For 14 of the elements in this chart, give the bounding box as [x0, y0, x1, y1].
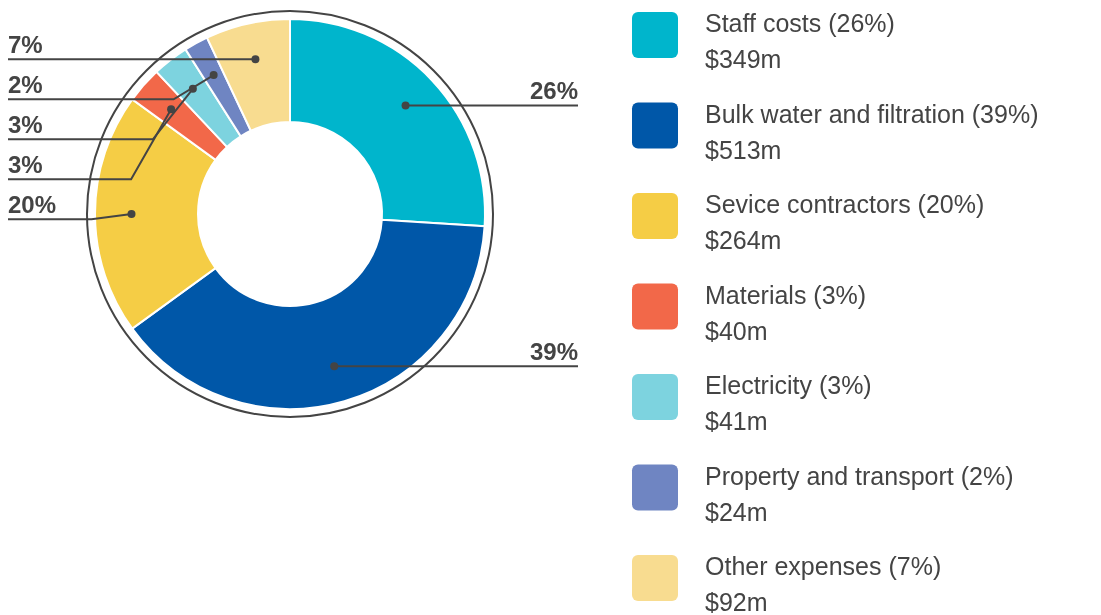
legend-label: Staff costs (26%) $349m [705, 9, 895, 73]
data-label: 7% [8, 31, 43, 59]
data-label: 3% [8, 151, 43, 179]
legend-label: Other expenses (7%) $92m [705, 552, 942, 615]
legend-label: Property and transport (2%) $24m [705, 461, 1014, 526]
legend-label: Bulk water and filtration (39%) $513m [705, 99, 1039, 164]
data-label: 2% [8, 71, 43, 99]
data-label: 20% [8, 191, 57, 219]
legend-label: Materials (3%) $40m [705, 280, 867, 345]
data-label: 26% [529, 77, 578, 105]
data-label: 39% [529, 338, 578, 366]
legend-label: Electricity (3%) $41m [705, 371, 872, 435]
legend-label: Sevice contractors (20%) $264m [705, 190, 985, 254]
data-label: 3% [8, 111, 43, 139]
